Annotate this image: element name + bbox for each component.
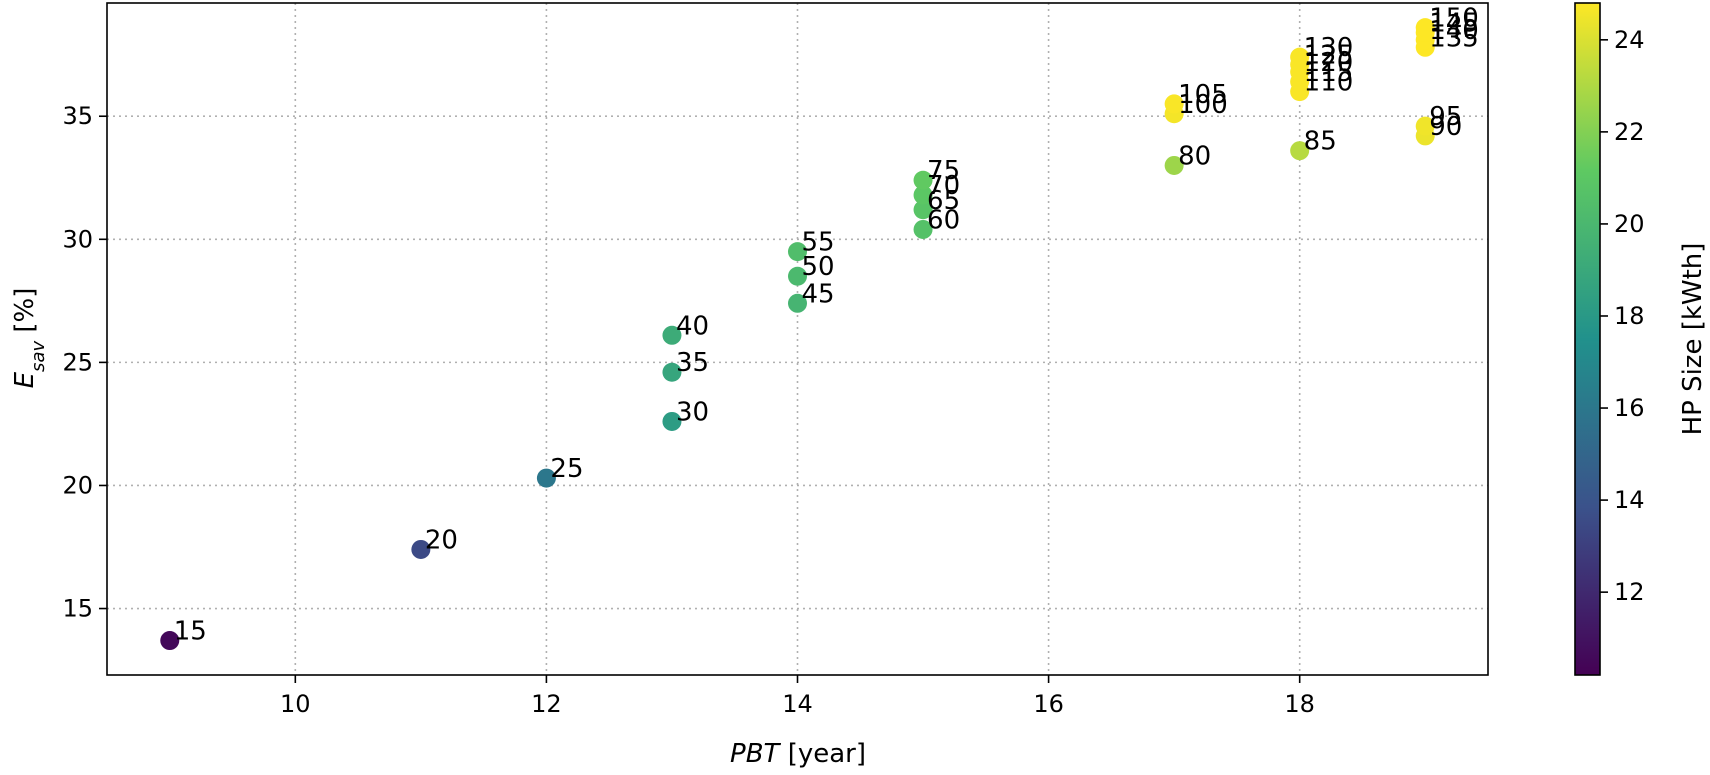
- point-label: 90: [1429, 112, 1462, 142]
- data-point: [1415, 18, 1435, 38]
- x-axis-unit: [year]: [788, 739, 866, 769]
- point-label: 145: [1429, 9, 1479, 39]
- colorbar: [1574, 2, 1601, 676]
- data-point: [1290, 141, 1310, 161]
- data-point: [913, 200, 933, 220]
- grid-lines: [107, 3, 1488, 675]
- point-label: 105: [1178, 80, 1228, 110]
- y-tick-label: 35: [62, 102, 93, 130]
- y-axis-title: Esav [%]: [10, 288, 49, 389]
- x-tick-label: 16: [1033, 690, 1064, 718]
- point-label: 95: [1429, 102, 1462, 132]
- point-label: 115: [1304, 58, 1354, 88]
- point-label: 40: [676, 311, 709, 341]
- data-point: [662, 411, 682, 431]
- y-tick-label: 25: [62, 348, 93, 376]
- point-label: 25: [550, 454, 583, 484]
- x-axis-title: PBT [year]: [730, 739, 866, 769]
- x-tick-label: 10: [280, 690, 311, 718]
- point-label: 75: [927, 156, 960, 186]
- x-tick-label: 18: [1284, 690, 1315, 718]
- data-point: [1164, 155, 1184, 175]
- data-point: [160, 631, 180, 651]
- point-label: 35: [676, 348, 709, 378]
- point-label: 30: [676, 397, 709, 427]
- y-axis-subscript: sav: [28, 341, 49, 372]
- x-tick-label: 14: [782, 690, 813, 718]
- point-label: 100: [1178, 90, 1228, 120]
- data-point: [913, 219, 933, 239]
- colorbar-tick-label: 22: [1614, 118, 1645, 146]
- x-tick-label: 12: [531, 690, 562, 718]
- y-tick-label: 15: [62, 595, 93, 623]
- data-point: [1290, 47, 1310, 67]
- y-tick-label: 20: [62, 471, 93, 499]
- colorbar-tick-label: 16: [1614, 394, 1645, 422]
- data-point: [536, 468, 556, 488]
- data-point: [662, 362, 682, 382]
- colorbar-tick-label: 24: [1614, 26, 1645, 54]
- colorbar-tick-label: 14: [1614, 486, 1645, 514]
- point-label: 120: [1304, 48, 1354, 78]
- point-label: 60: [927, 205, 960, 235]
- data-point: [788, 293, 807, 313]
- data-point: [788, 266, 807, 286]
- colorbar-tick-label: 12: [1614, 578, 1645, 606]
- point-label: 130: [1304, 33, 1354, 63]
- data-point: [913, 185, 933, 205]
- point-label: 65: [927, 186, 960, 216]
- data-point: [1415, 116, 1435, 136]
- point-label: 70: [927, 171, 960, 201]
- point-label: 150: [1429, 4, 1479, 34]
- point-label: 45: [802, 279, 835, 309]
- colorbar-tick-label: 20: [1614, 210, 1645, 238]
- data-point: [913, 170, 933, 190]
- y-axis-ticks: 15 20 25 30 35: [62, 102, 107, 623]
- point-label: 110: [1304, 68, 1354, 98]
- data-point: [662, 325, 682, 345]
- data-points: [160, 18, 1435, 651]
- data-point: [788, 242, 807, 262]
- y-axis-symbol: E: [10, 371, 40, 388]
- colorbar-tick-label: 18: [1614, 302, 1645, 330]
- point-label: 55: [802, 228, 835, 258]
- x-axis-symbol: PBT: [730, 739, 782, 769]
- y-tick-label: 30: [62, 225, 93, 253]
- x-axis-ticks: 10 12 14 16 18: [280, 675, 1315, 718]
- point-label: 15: [174, 617, 207, 647]
- point-label: 80: [1178, 141, 1211, 171]
- point-label: 140: [1429, 16, 1479, 46]
- point-label: 125: [1304, 41, 1354, 71]
- colorbar-ticks: 12 14 16 18 20 22 24: [1600, 26, 1645, 606]
- point-label: 135: [1429, 23, 1479, 53]
- data-point: [411, 539, 431, 559]
- point-label: 20: [425, 525, 458, 555]
- colorbar-label: HP Size [kWth]: [1678, 243, 1708, 436]
- y-axis-unit: [%]: [10, 288, 40, 333]
- point-label: 85: [1304, 127, 1337, 157]
- point-label: 50: [802, 252, 835, 282]
- data-point: [1164, 94, 1184, 114]
